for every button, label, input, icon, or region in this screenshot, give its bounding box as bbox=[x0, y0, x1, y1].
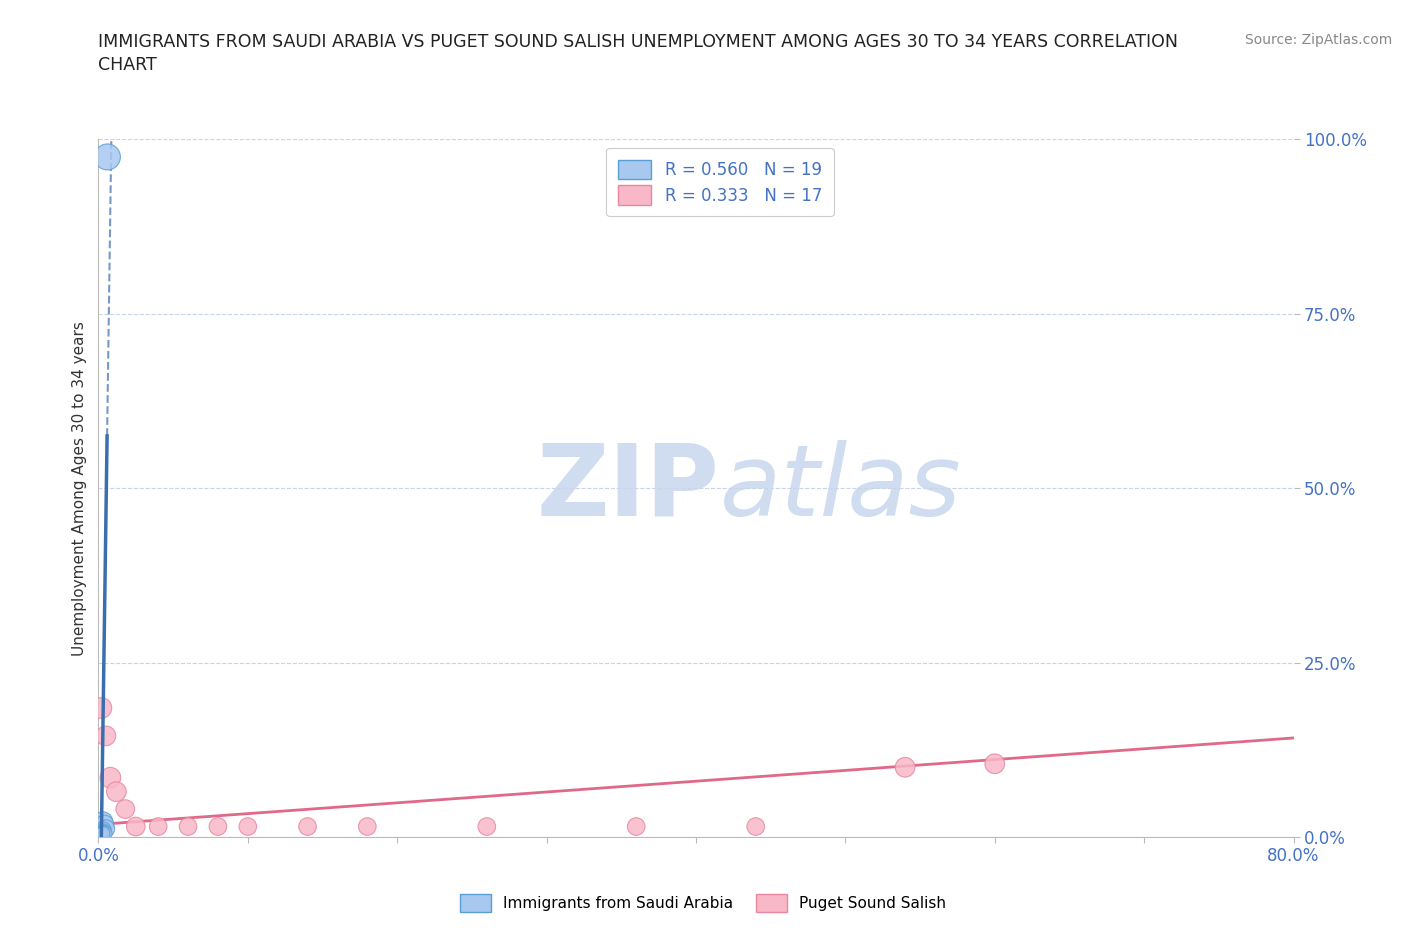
Point bbox=[89, 826, 111, 841]
Point bbox=[177, 819, 200, 834]
Text: ZIP: ZIP bbox=[537, 440, 720, 537]
Point bbox=[98, 770, 122, 785]
Text: atlas: atlas bbox=[720, 440, 962, 537]
Legend: R = 0.560   N = 19, R = 0.333   N = 17: R = 0.560 N = 19, R = 0.333 N = 17 bbox=[606, 148, 834, 217]
Point bbox=[94, 821, 117, 836]
Point bbox=[105, 784, 128, 799]
Point bbox=[93, 826, 115, 841]
Point bbox=[89, 826, 111, 841]
Point bbox=[93, 817, 115, 831]
Text: IMMIGRANTS FROM SAUDI ARABIA VS PUGET SOUND SALISH UNEMPLOYMENT AMONG AGES 30 TO: IMMIGRANTS FROM SAUDI ARABIA VS PUGET SO… bbox=[98, 33, 1178, 50]
Point bbox=[89, 826, 111, 841]
Point bbox=[89, 826, 111, 841]
Legend: Immigrants from Saudi Arabia, Puget Sound Salish: Immigrants from Saudi Arabia, Puget Soun… bbox=[454, 888, 952, 918]
Point bbox=[745, 819, 768, 834]
Point bbox=[96, 150, 118, 165]
Point bbox=[297, 819, 319, 834]
Point bbox=[356, 819, 378, 834]
Point bbox=[236, 819, 259, 834]
Text: CHART: CHART bbox=[98, 56, 157, 73]
Y-axis label: Unemployment Among Ages 30 to 34 years: Unemployment Among Ages 30 to 34 years bbox=[72, 321, 87, 656]
Point bbox=[91, 826, 114, 841]
Point bbox=[91, 823, 114, 837]
Point bbox=[475, 819, 498, 834]
Point bbox=[90, 826, 112, 841]
Point bbox=[894, 760, 917, 775]
Point bbox=[90, 700, 112, 715]
Point bbox=[148, 819, 170, 834]
Point bbox=[94, 728, 117, 743]
Point bbox=[90, 825, 112, 840]
Text: Source: ZipAtlas.com: Source: ZipAtlas.com bbox=[1244, 33, 1392, 46]
Point bbox=[91, 826, 114, 841]
Point bbox=[91, 826, 114, 841]
Point bbox=[125, 819, 148, 834]
Point bbox=[207, 819, 229, 834]
Point bbox=[114, 802, 136, 817]
Point bbox=[90, 826, 112, 841]
Point bbox=[624, 819, 647, 834]
Point bbox=[91, 824, 114, 839]
Point bbox=[89, 826, 111, 841]
Point bbox=[90, 826, 112, 841]
Point bbox=[91, 815, 114, 830]
Point bbox=[983, 756, 1005, 771]
